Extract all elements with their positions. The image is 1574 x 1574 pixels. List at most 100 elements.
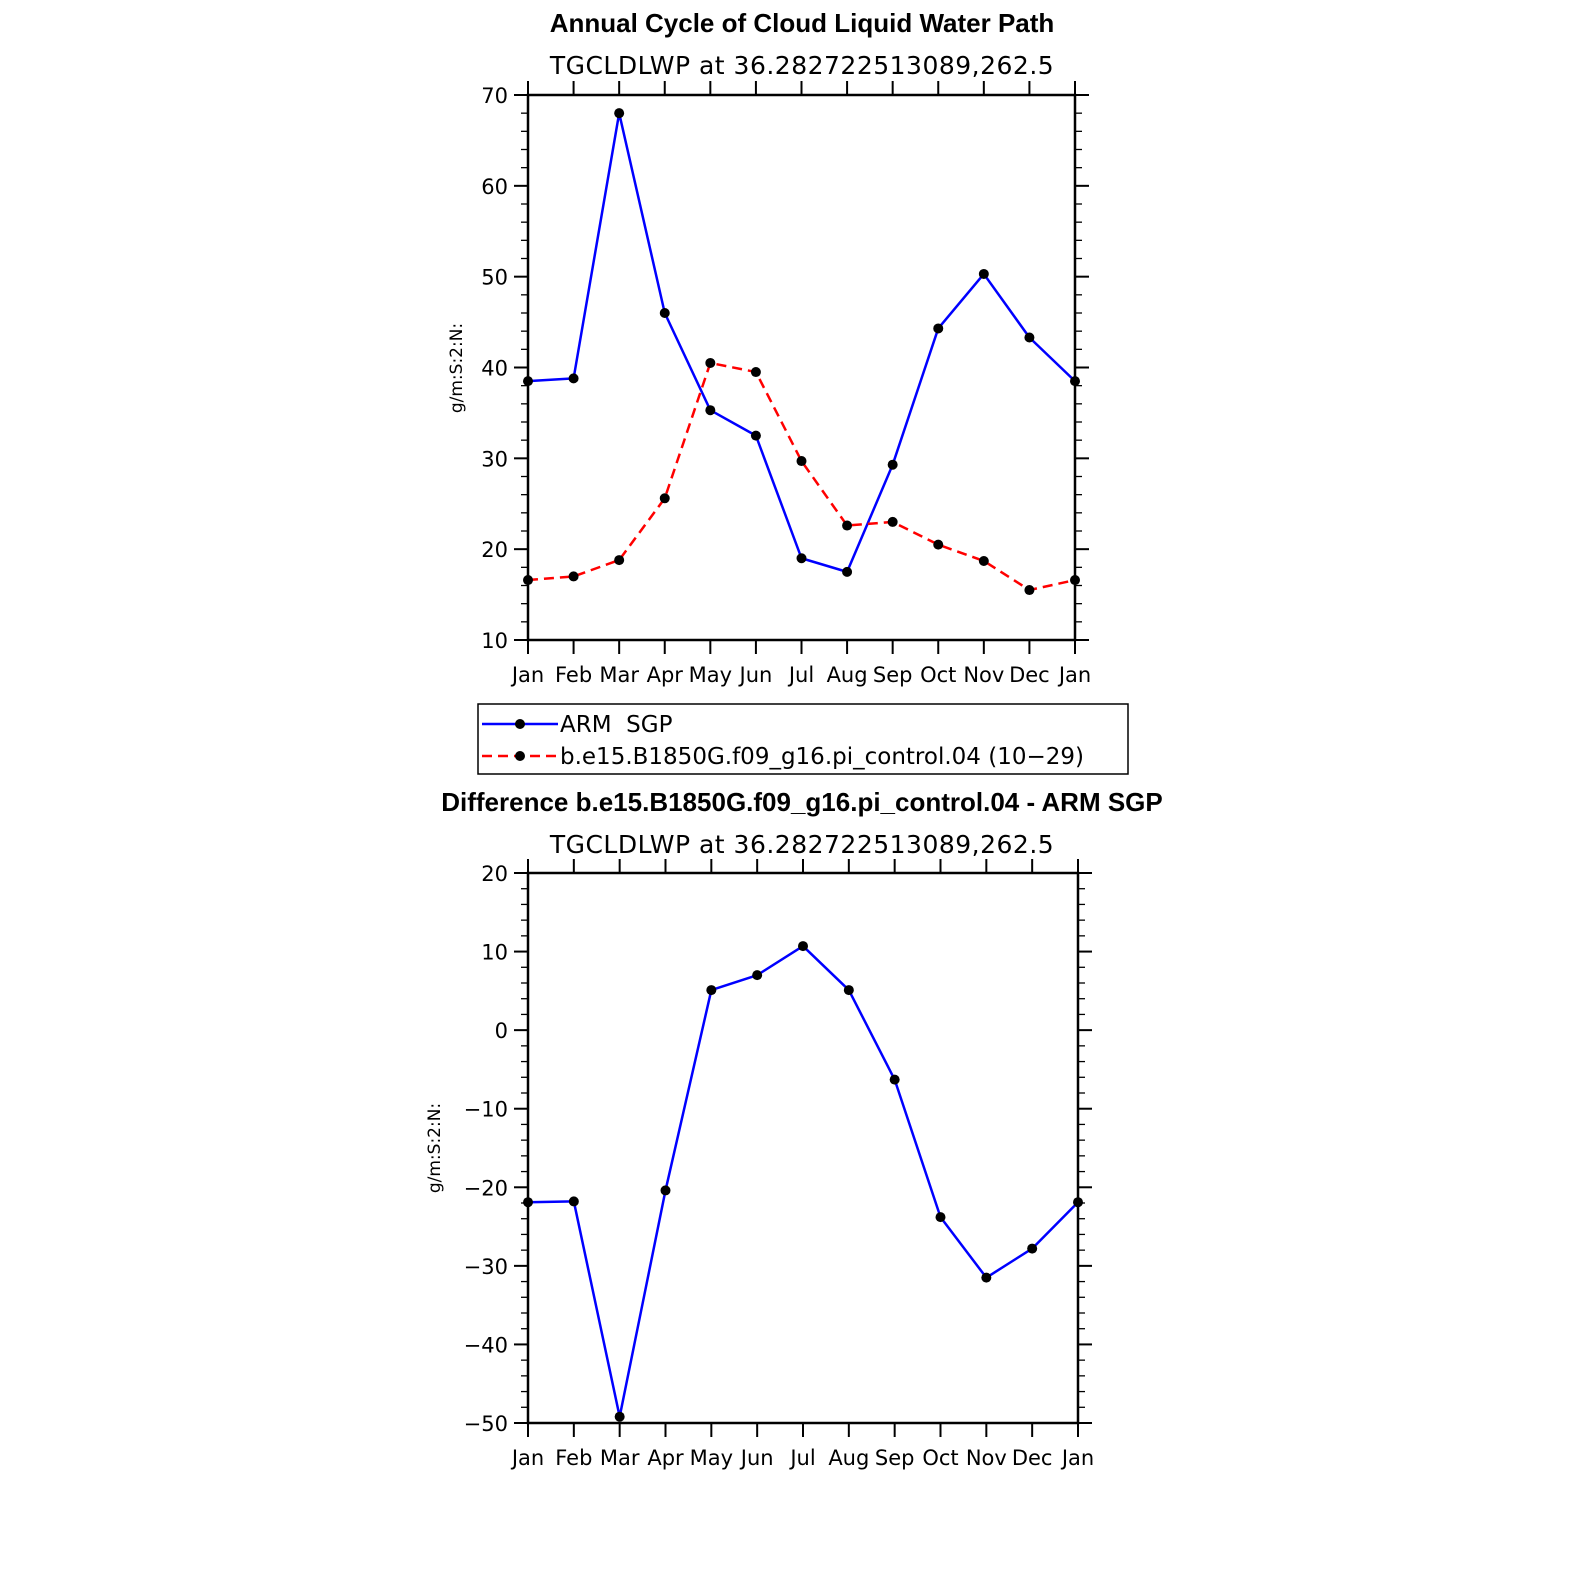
top-x-tick-label: Mar bbox=[599, 663, 639, 687]
top-x-tick-label: Apr bbox=[647, 663, 684, 687]
bottom-series-0-point bbox=[843, 985, 854, 996]
top-y-tick-label: 50 bbox=[481, 266, 508, 290]
top-title: Annual Cycle of Cloud Liquid Water Path bbox=[550, 8, 1055, 38]
top-series-0-point bbox=[523, 376, 533, 387]
top-y-tick-label: 20 bbox=[481, 538, 508, 562]
legend-marker-model bbox=[515, 751, 525, 761]
top-series-1-point bbox=[933, 539, 944, 550]
bottom-series-0-point bbox=[752, 970, 763, 981]
legend-label-arm-sgp: ARM SGP bbox=[560, 712, 673, 738]
top-series-1-point bbox=[705, 357, 716, 368]
top-series-1-point bbox=[614, 555, 625, 566]
top-x-tick-label: Dec bbox=[1009, 663, 1050, 687]
bottom-y-tick-label: −40 bbox=[464, 1333, 508, 1357]
bottom-x-tick-label: Jan bbox=[510, 1446, 544, 1470]
bottom-series-0-point bbox=[798, 941, 808, 952]
top-x-tick-label: Jun bbox=[738, 663, 773, 687]
top-series-line-0 bbox=[527, 111, 1076, 574]
top-series-0-point bbox=[796, 553, 807, 564]
top-series-0-point bbox=[568, 373, 579, 384]
bottom-y-axis-label: g/m:S:2:N: bbox=[425, 1103, 445, 1193]
bottom-y-tick-label: −10 bbox=[464, 1098, 508, 1122]
top-y-tick-label: 70 bbox=[481, 84, 508, 108]
top-series-0-point bbox=[1070, 376, 1080, 387]
top-series-0-point bbox=[933, 323, 944, 334]
top-y-tick-label: 60 bbox=[481, 175, 508, 199]
bottom-plot-area: −50 −40 −30 −20 −10 0 10 20 Jan Feb Mar Apr May Jun Ju… bbox=[464, 859, 1094, 1470]
top-y-tick-label: 30 bbox=[481, 447, 508, 471]
bottom-x-tick-label: Sep bbox=[875, 1446, 915, 1470]
top-series-0-point bbox=[750, 430, 761, 441]
bottom-x-tick-label: Nov bbox=[966, 1446, 1007, 1470]
bottom-series-0-point bbox=[1027, 1243, 1038, 1254]
top-series-1-point bbox=[568, 571, 579, 582]
top-y-tick-label: 40 bbox=[481, 357, 508, 381]
top-x-tick-label: Aug bbox=[827, 663, 868, 687]
top-series-1-point bbox=[1070, 575, 1080, 586]
bottom-x-tick-label: Mar bbox=[600, 1446, 640, 1470]
bottom-x-tick-label: May bbox=[690, 1446, 733, 1470]
bottom-y-tick-label: −20 bbox=[464, 1176, 508, 1200]
bottom-series-0-point bbox=[935, 1212, 946, 1223]
top-x-tick-label: Jan bbox=[1057, 663, 1091, 687]
top-x-tick-label: Oct bbox=[920, 663, 956, 687]
top-series-1-point bbox=[523, 575, 533, 586]
legend-box bbox=[477, 703, 1129, 775]
bottom-x-tick-label: Dec bbox=[1012, 1446, 1053, 1470]
bottom-series-0-point bbox=[889, 1074, 900, 1085]
top-series-0-point bbox=[614, 108, 625, 119]
top-series-0-point bbox=[887, 459, 898, 470]
bottom-y-tick-label: 0 bbox=[495, 1019, 508, 1043]
bottom-y-tick-label: −30 bbox=[464, 1255, 508, 1279]
bottom-plot-frame bbox=[526, 871, 1080, 1425]
top-legend: ARM SGP b.e15.B1850G.f09_g16.pi_control.… bbox=[477, 703, 1129, 775]
top-series-0-point bbox=[705, 405, 716, 416]
top-series-1-point bbox=[978, 555, 989, 566]
bottom-series-0-point bbox=[706, 985, 717, 996]
bottom-x-tick-label: Jul bbox=[788, 1446, 815, 1470]
top-y-tick-label: 10 bbox=[481, 629, 508, 653]
bottom-panel: Difference b.e15.B1850G.f09_g16.pi_contr… bbox=[425, 787, 1163, 1470]
bottom-series-0-point bbox=[1073, 1197, 1083, 1208]
top-x-tick-label: Nov bbox=[963, 663, 1004, 687]
bottom-series-0-point bbox=[523, 1197, 533, 1208]
bottom-x-tick-label: Jan bbox=[1060, 1446, 1094, 1470]
bottom-series-0-point bbox=[981, 1272, 992, 1283]
bottom-x-tick-label: Aug bbox=[828, 1446, 869, 1470]
bottom-x-tick-label: Feb bbox=[555, 1446, 592, 1470]
bottom-series-line-0 bbox=[527, 944, 1079, 1418]
top-series-1-point bbox=[659, 493, 670, 504]
bottom-series-0-point bbox=[660, 1185, 671, 1196]
top-series-1-point bbox=[842, 520, 853, 531]
top-series-1-point bbox=[796, 456, 807, 467]
top-series-0-point bbox=[659, 308, 670, 318]
bottom-subtitle: TGCLDLWP at 36.282722513089,262.5 bbox=[549, 830, 1054, 859]
top-x-tick-label: May bbox=[689, 663, 732, 687]
bottom-series-0-point bbox=[568, 1196, 579, 1207]
top-series-1-point bbox=[750, 367, 761, 378]
top-x-tick-label: Sep bbox=[873, 663, 913, 687]
top-panel: Annual Cycle of Cloud Liquid Water Path … bbox=[447, 8, 1129, 775]
bottom-x-tick-label: Apr bbox=[647, 1446, 684, 1470]
bottom-y-tick-label: 10 bbox=[481, 941, 508, 965]
bottom-series-0-point bbox=[614, 1411, 625, 1422]
top-subtitle: TGCLDLWP at 36.282722513089,262.5 bbox=[549, 51, 1054, 80]
bottom-title: Difference b.e15.B1850G.f09_g16.pi_contr… bbox=[441, 787, 1163, 817]
bottom-y-tick-label: 20 bbox=[481, 862, 508, 886]
top-plot-area: 10 20 30 40 50 60 70 Jan Feb Mar Apr May Jun Jul Aug Se… bbox=[481, 81, 1091, 687]
top-series-0-point bbox=[978, 268, 989, 279]
top-series-0-point bbox=[1024, 332, 1035, 343]
top-series-0-point bbox=[842, 566, 853, 577]
top-x-tick-label: Feb bbox=[555, 663, 592, 687]
legend-label-model: b.e15.B1850G.f09_g16.pi_control.04 (10−2… bbox=[560, 744, 1084, 770]
top-series-1-point bbox=[1024, 585, 1035, 596]
top-y-axis-label: g/m:S:2:N: bbox=[447, 323, 467, 413]
top-x-tick-label: Jan bbox=[510, 663, 544, 687]
top-x-tick-label: Jul bbox=[787, 663, 814, 687]
bottom-x-tick-label: Jun bbox=[739, 1446, 774, 1470]
top-series-1-point bbox=[887, 516, 898, 527]
bottom-x-tick-label: Oct bbox=[922, 1446, 958, 1470]
bottom-y-tick-label: −50 bbox=[464, 1412, 508, 1436]
legend-marker-arm-sgp bbox=[515, 719, 525, 729]
